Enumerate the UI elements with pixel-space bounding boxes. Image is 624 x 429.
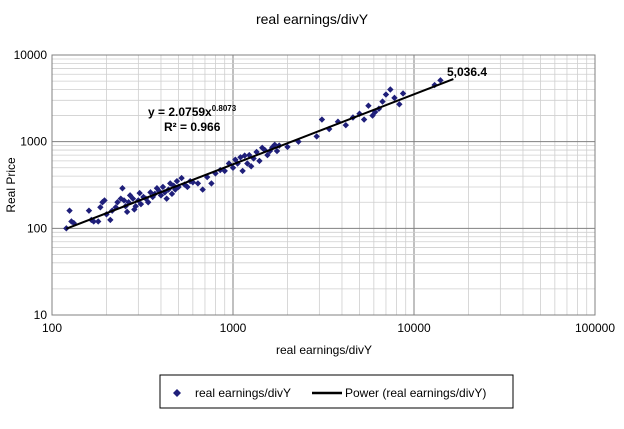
legend-item-points: real earnings/divY: [173, 386, 291, 400]
data-point: [371, 108, 379, 116]
data-point: [136, 189, 143, 197]
data-point: [318, 116, 326, 123]
r-squared-label: R² = 0.966: [164, 120, 221, 134]
data-point: [114, 199, 121, 206]
data-point: [208, 180, 215, 187]
data-point: [273, 147, 281, 155]
legend-box: [159, 374, 514, 409]
data-point: [342, 121, 350, 129]
data-point: [123, 208, 131, 216]
legend-item-trendline: Power (real earnings/divY): [312, 386, 486, 400]
data-point: [379, 98, 386, 105]
grid: [52, 55, 595, 315]
legend-diamond-icon: [173, 389, 181, 397]
data-point: [391, 94, 398, 102]
data-point: [365, 102, 372, 109]
data-point: [184, 183, 191, 191]
data-point: [173, 177, 181, 185]
plot-area-frame: [51, 54, 596, 316]
data-point: [360, 116, 368, 123]
legend-label-trendline: Power (real earnings/divY): [345, 386, 486, 400]
trendline-layer: [65, 78, 454, 230]
data-point: [153, 185, 161, 192]
y-tick-label: 10: [34, 308, 48, 322]
data-point: [119, 185, 126, 192]
data-point: [199, 186, 206, 193]
data-point: [194, 180, 202, 187]
y-tick-label: 10000: [14, 48, 48, 62]
data-point: [129, 195, 137, 202]
data-point: [66, 207, 73, 214]
data-point: [313, 133, 320, 140]
y-tick-label: 100: [27, 221, 47, 235]
data-point: [244, 160, 251, 167]
data-point: [399, 90, 407, 97]
y-axis-title: Real Price: [4, 157, 18, 213]
data-point: [212, 170, 219, 177]
x-tick-label: 10000: [397, 321, 431, 335]
data-point: [101, 197, 108, 204]
x-tick-label: 100000: [575, 321, 615, 335]
data-point: [120, 197, 128, 204]
trendline-end-label: 5,036.4: [447, 65, 487, 79]
data-point: [107, 216, 114, 224]
data-point: [85, 207, 93, 214]
data-point: [241, 152, 248, 159]
data-point: [259, 144, 266, 151]
data-point: [387, 86, 394, 93]
data-point: [163, 195, 170, 202]
data-point: [382, 91, 390, 98]
data-point: [90, 218, 97, 225]
data-point: [168, 190, 176, 198]
data-point: [437, 77, 444, 84]
data-point: [137, 200, 145, 208]
data-point: [178, 174, 185, 182]
x-axis-title: real earnings/divY: [276, 343, 372, 357]
equation-exponent: 0.8073: [212, 104, 237, 113]
chart-title: real earnings/divY: [256, 11, 369, 27]
data-point: [264, 151, 271, 159]
data-point: [284, 143, 291, 151]
data-point: [159, 183, 167, 191]
x-tick-label: 1000: [220, 321, 247, 335]
equation-label: y = 2.0759x0.8073: [148, 104, 237, 119]
data-point: [97, 204, 104, 211]
y-tick-label: 1000: [20, 135, 47, 149]
data-point: [221, 167, 228, 175]
data-point: [132, 203, 139, 210]
data-point: [271, 141, 278, 149]
data-point: [229, 164, 237, 171]
data-point: [247, 163, 255, 170]
x-tick-label: 100: [42, 321, 62, 335]
data-point: [95, 218, 102, 225]
power-trendline: [65, 78, 454, 230]
data-point: [396, 101, 403, 108]
data-point: [256, 157, 263, 165]
data-point: [239, 167, 246, 175]
legend-label-points: real earnings/divY: [195, 386, 291, 400]
data-point: [144, 199, 152, 206]
